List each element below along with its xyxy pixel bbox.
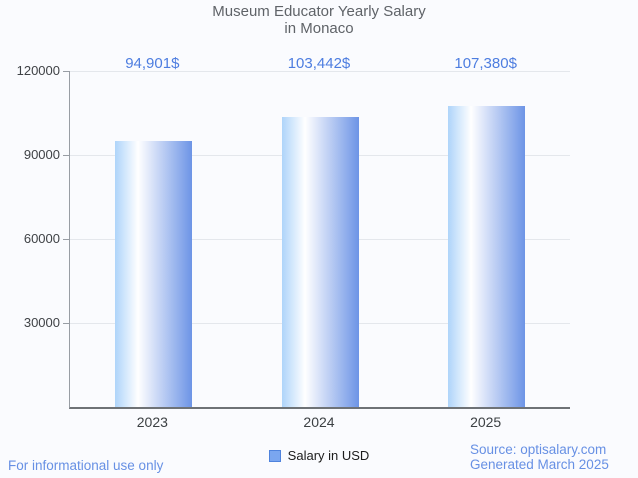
value-label-2023: 94,901$ (125, 55, 180, 72)
legend-label: Salary in USD (287, 448, 370, 463)
y-tick-label: 60000 (23, 231, 60, 246)
chart-title-line2: in Monaco (284, 20, 354, 37)
gridline (70, 70, 570, 72)
value-label-2025: 107,380$ (454, 55, 517, 72)
footer-source-block: Source: optisalary.com Generated March 2… (470, 442, 609, 472)
bar-2023[interactable] (114, 141, 192, 407)
legend[interactable]: Salary in USD (0, 448, 638, 463)
x-label-2023: 2023 (136, 414, 168, 430)
y-tick-mark (63, 70, 69, 72)
footer-generated: Generated March 2025 (470, 456, 609, 472)
y-tick-mark (63, 154, 69, 156)
value-label-2024: 103,442$ (287, 55, 351, 72)
y-tick-label: 90000 (23, 147, 60, 162)
bar-2024[interactable] (281, 117, 359, 407)
y-tick-mark (63, 238, 69, 240)
y-tick-label: 30000 (23, 315, 60, 330)
plot-area (69, 70, 570, 409)
y-tick-mark (63, 322, 69, 324)
x-label-2024: 2024 (303, 414, 335, 430)
chart-title: Museum Educator Yearly Salary in Monaco (0, 3, 638, 37)
bar-2025[interactable] (448, 106, 526, 407)
chart-title-line1: Museum Educator Yearly Salary (212, 3, 426, 20)
legend-marker-icon (268, 449, 281, 462)
footer-source-link[interactable]: Source: optisalary.com (470, 442, 607, 457)
y-tick-label: 120000 (16, 63, 60, 78)
x-label-2025: 2025 (470, 414, 502, 430)
footer-disclaimer: For informational use only (8, 458, 164, 473)
